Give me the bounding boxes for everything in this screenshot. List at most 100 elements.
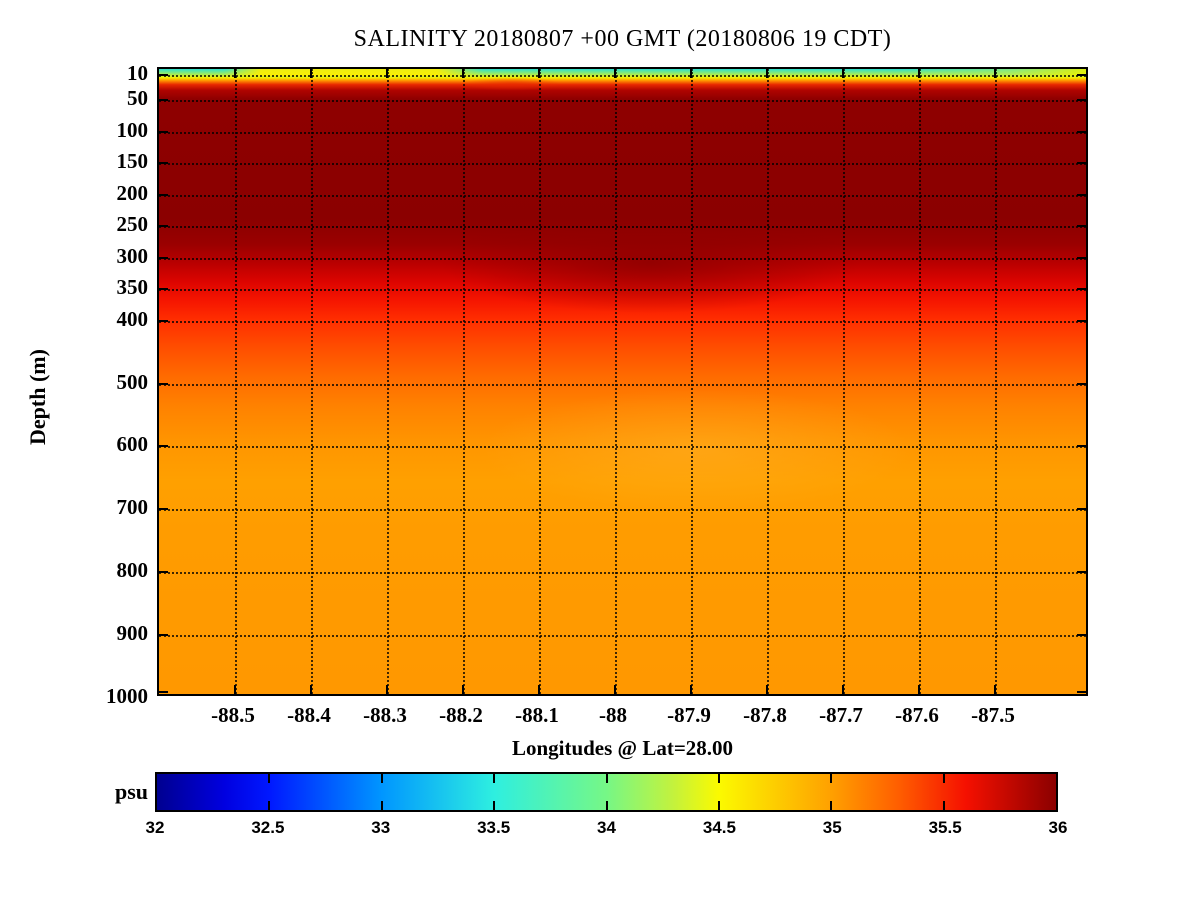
x-tick-mark-top <box>614 69 616 78</box>
colorbar-tick-label: 35 <box>822 818 842 837</box>
colorbar-tick-label: 34 <box>597 818 616 837</box>
x-tick-label: -87.5 <box>971 703 1015 727</box>
h-gridline <box>159 572 1086 575</box>
x-tick-mark-bottom <box>310 685 312 694</box>
colorbar <box>155 772 1058 812</box>
x-tick-mark-top <box>918 69 920 78</box>
x-tick-mark-top <box>766 69 768 78</box>
x-tick-mark-bottom <box>386 685 388 694</box>
v-gridline <box>539 69 541 694</box>
x-tick-mark-top <box>842 69 844 78</box>
y-tick-label: 300 <box>116 243 149 268</box>
x-tick-mark-bottom <box>842 685 844 694</box>
colorbar-tick-label: 32.5 <box>251 818 285 837</box>
colorbar-tick-bottom <box>717 801 720 810</box>
y-tick-mark-left <box>159 382 168 385</box>
h-gridline <box>159 131 1086 134</box>
colorbar-tick-bottom <box>493 801 496 810</box>
y-tick-mark-left <box>159 193 168 196</box>
y-tick-mark-right <box>1077 445 1086 448</box>
h-gridline <box>159 446 1086 449</box>
x-tick-label: -88.4 <box>287 703 331 727</box>
colorbar-tick-label: 32 <box>145 818 165 837</box>
x-tick-mark-bottom <box>614 685 616 694</box>
colorbar-tick-bottom <box>380 801 383 810</box>
y-tick-label: 600 <box>116 432 149 457</box>
x-tick-label: -88.1 <box>515 703 559 727</box>
y-tick-label: 100 <box>116 117 149 142</box>
x-tick-mark-top <box>994 69 996 78</box>
x-tick-label: -87.6 <box>895 703 939 727</box>
x-tick-mark-bottom <box>766 685 768 694</box>
h-gridline <box>159 100 1086 103</box>
y-tick-mark-right <box>1077 382 1086 385</box>
colorbar-tick-bottom <box>605 801 608 810</box>
y-tick-mark-right <box>1077 193 1086 196</box>
y-tick-mark-left <box>159 74 168 77</box>
grid <box>159 69 1086 694</box>
v-gridline <box>995 69 997 694</box>
y-tick-mark-left <box>159 256 168 259</box>
colorbar-tick-top <box>942 774 945 783</box>
y-tick-label: 800 <box>116 558 149 583</box>
y-tick-label: 400 <box>116 306 149 331</box>
v-gridline <box>919 69 921 694</box>
h-gridline <box>159 509 1086 512</box>
plot-area <box>157 67 1088 696</box>
x-tick-mark-top <box>538 69 540 78</box>
x-tick-label: -88 <box>599 703 627 727</box>
v-gridline <box>235 69 237 694</box>
y-tick-mark-right <box>1077 130 1086 133</box>
y-tick-mark-right <box>1077 74 1086 77</box>
y-tick-mark-left <box>159 162 168 165</box>
y-tick-label: 500 <box>116 369 149 394</box>
h-gridline <box>159 75 1086 78</box>
plot-title: SALINITY 20180807 +00 GMT (20180806 19 C… <box>353 26 892 52</box>
y-tick-mark-left <box>159 508 168 511</box>
colorbar-tick-top <box>605 774 608 783</box>
y-tick-mark-right <box>1077 508 1086 511</box>
colorbar-tick-label: 35.5 <box>928 818 962 837</box>
v-gridline <box>387 69 389 694</box>
y-tick-mark-left <box>159 445 168 448</box>
y-tick-label: 50 <box>127 86 148 111</box>
y-tick-label: 700 <box>116 495 149 520</box>
h-gridline <box>159 226 1086 229</box>
y-tick-mark-right <box>1077 256 1086 259</box>
colorbar-tick-top <box>830 774 833 783</box>
x-tick-mark-bottom <box>538 685 540 694</box>
colorbar-tick-top <box>268 774 271 783</box>
colorbar-ticks <box>157 774 1056 810</box>
y-tick-mark-left <box>159 130 168 133</box>
v-gridline <box>311 69 313 694</box>
y-tick-label: 250 <box>116 212 149 237</box>
y-tick-mark-left <box>159 319 168 322</box>
x-tick-mark-bottom <box>234 685 236 694</box>
y-tick-mark-left <box>159 634 168 637</box>
y-tick-label: 200 <box>116 180 149 205</box>
h-gridline <box>159 194 1086 197</box>
x-tick-mark-top <box>310 69 312 78</box>
h-gridline <box>159 320 1086 323</box>
y-tick-mark-left <box>159 691 168 693</box>
y-tick-mark-left <box>159 571 168 574</box>
x-tick-label: -88.5 <box>211 703 255 727</box>
surface-notch <box>159 69 1086 694</box>
x-tick-mark-top <box>462 69 464 78</box>
x-tick-mark-bottom <box>918 685 920 694</box>
y-tick-label: 150 <box>116 149 149 174</box>
y-tick-label: 900 <box>116 621 149 646</box>
colorbar-tick-bottom <box>268 801 271 810</box>
y-tick-mark-right <box>1077 288 1086 291</box>
y-tick-mark-right <box>1077 319 1086 322</box>
y-tick-mark-right <box>1077 99 1086 102</box>
y-tick-mark-left <box>159 225 168 228</box>
x-tick-label: -87.8 <box>743 703 787 727</box>
h-gridline <box>159 257 1086 260</box>
colorbar-tick-label: 36 <box>1048 818 1068 837</box>
x-tick-mark-bottom <box>994 685 996 694</box>
v-gridline <box>615 69 617 694</box>
h-gridline <box>159 289 1086 292</box>
axis-ticks <box>159 69 1086 694</box>
v-gridline <box>843 69 845 694</box>
